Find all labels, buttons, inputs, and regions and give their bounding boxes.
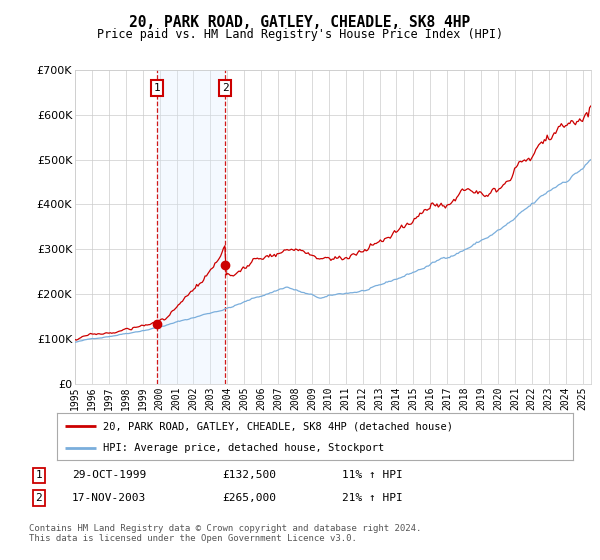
Text: £265,000: £265,000 — [222, 493, 276, 503]
Text: £132,500: £132,500 — [222, 470, 276, 480]
Text: Price paid vs. HM Land Registry's House Price Index (HPI): Price paid vs. HM Land Registry's House … — [97, 28, 503, 41]
Text: 2: 2 — [35, 493, 43, 503]
Text: 11% ↑ HPI: 11% ↑ HPI — [342, 470, 403, 480]
Text: 20, PARK ROAD, GATLEY, CHEADLE, SK8 4HP: 20, PARK ROAD, GATLEY, CHEADLE, SK8 4HP — [130, 15, 470, 30]
Text: 2: 2 — [222, 83, 229, 93]
Text: 21% ↑ HPI: 21% ↑ HPI — [342, 493, 403, 503]
Text: Contains HM Land Registry data © Crown copyright and database right 2024.
This d: Contains HM Land Registry data © Crown c… — [29, 524, 421, 543]
Text: 1: 1 — [35, 470, 43, 480]
Text: 17-NOV-2003: 17-NOV-2003 — [72, 493, 146, 503]
Text: 29-OCT-1999: 29-OCT-1999 — [72, 470, 146, 480]
Text: 20, PARK ROAD, GATLEY, CHEADLE, SK8 4HP (detached house): 20, PARK ROAD, GATLEY, CHEADLE, SK8 4HP … — [103, 421, 454, 431]
Bar — [157, 70, 225, 384]
Text: 1: 1 — [154, 83, 160, 93]
Text: HPI: Average price, detached house, Stockport: HPI: Average price, detached house, Stoc… — [103, 444, 385, 454]
